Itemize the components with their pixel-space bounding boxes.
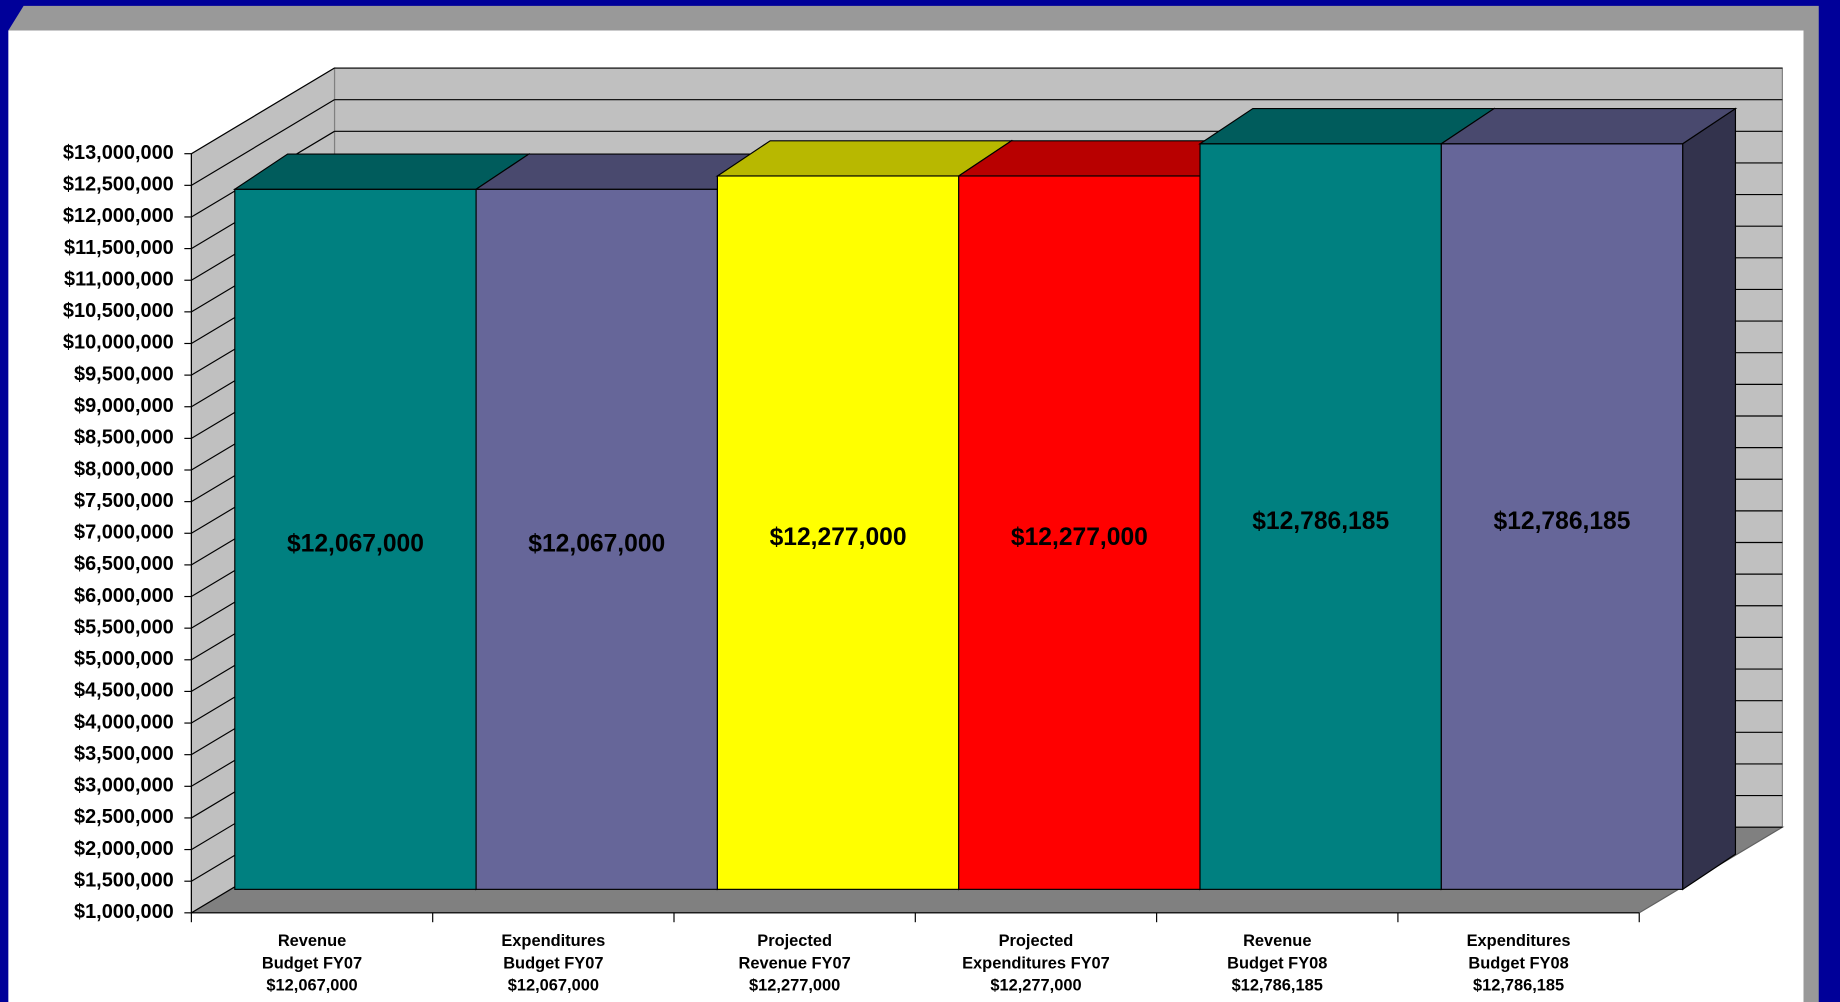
data-label: $12,067,000 [287, 531, 424, 558]
y-tick-label: $8,000,000 [74, 458, 174, 480]
y-tick-label: $13,000,000 [63, 142, 174, 164]
y-tick-label: $2,500,000 [74, 806, 174, 828]
y-tick-label: $4,500,000 [74, 680, 174, 702]
y-tick-label: $12,000,000 [63, 205, 174, 227]
x-tick-label-line: Revenue [1243, 933, 1311, 951]
x-tick-label-line: $12,277,000 [749, 977, 840, 995]
y-tick-label: $1,000,000 [74, 901, 174, 923]
x-tick-label-line: $12,067,000 [266, 977, 357, 995]
bar-side [1682, 107, 1737, 891]
grid-line [191, 67, 335, 155]
data-label: $12,067,000 [528, 531, 665, 558]
y-tick-label: $7,500,000 [74, 490, 174, 512]
x-tick-label: Expenditures Budget FY08 $12,786,185 [1467, 933, 1571, 996]
y-tick-label: $3,500,000 [74, 743, 174, 765]
x-tick-label: Projected Expenditures FY07 $12,277,000 [962, 933, 1110, 996]
y-tick-label: $4,000,000 [74, 711, 174, 733]
x-tick-label-line: Budget FY07 [503, 955, 603, 973]
bar [716, 175, 960, 890]
y-tick-label: $5,500,000 [74, 616, 174, 638]
y-tick-label: $9,500,000 [74, 363, 174, 385]
y-tick-label: $11,000,000 [64, 268, 174, 290]
x-tick-label-line: Projected [999, 933, 1074, 951]
x-tick-label-line: Budget FY08 [1468, 955, 1568, 973]
bar [1440, 143, 1684, 890]
y-tick-label: $6,500,000 [74, 553, 174, 575]
data-label: $12,786,185 [1494, 508, 1631, 535]
x-tick-label-line: $12,067,000 [508, 977, 599, 995]
grid-line [191, 99, 335, 186]
x-tick-label-line: Revenue [278, 933, 346, 951]
x-tick-label: Projected Revenue FY07 $12,277,000 [739, 933, 851, 996]
y-tick-label: $1,500,000 [74, 869, 174, 891]
y-tick-label: $11,500,000 [64, 237, 174, 259]
data-label: $12,786,185 [1252, 508, 1389, 535]
data-label: $12,277,000 [1011, 524, 1148, 551]
x-tick-label: Revenue Budget FY08 $12,786,185 [1227, 933, 1327, 996]
y-tick-label: $12,500,000 [63, 174, 174, 196]
x-tick-label-line: Projected [757, 933, 832, 951]
y-tick-label: $10,000,000 [63, 332, 174, 354]
x-tick-label: Expenditures Budget FY07 $12,067,000 [501, 933, 605, 996]
x-tick-label-line: Expenditures FY07 [962, 955, 1110, 973]
x-tick-label-line: $12,786,185 [1473, 977, 1564, 995]
x-tick-label-line: Expenditures [1467, 933, 1571, 951]
x-tick-label-line: Revenue FY07 [739, 955, 851, 973]
x-tick-label: Revenue Budget FY07 $12,067,000 [262, 933, 362, 996]
y-tick-label: $8,500,000 [74, 427, 174, 449]
y-tick-label: $9,000,000 [74, 395, 174, 417]
y-tick-label: $10,500,000 [63, 300, 174, 322]
bar [1199, 143, 1442, 890]
y-tick-label: $5,000,000 [74, 648, 174, 670]
y-tick-label: $2,000,000 [74, 838, 174, 860]
y-tick-label: $6,000,000 [74, 585, 174, 607]
x-tick-label-line: Budget FY07 [262, 955, 362, 973]
x-tick-label-line: Expenditures [501, 933, 605, 951]
data-label: $12,277,000 [770, 524, 907, 551]
bar [958, 175, 1201, 890]
y-tick-label: $7,000,000 [74, 522, 174, 544]
y-tick-label: $3,000,000 [74, 775, 174, 797]
bar [234, 188, 477, 890]
x-tick-label-line: $12,277,000 [990, 977, 1081, 995]
x-tick-label-line: $12,786,185 [1232, 977, 1323, 995]
bar [475, 188, 718, 890]
x-tick-label-line: Budget FY08 [1227, 955, 1327, 973]
bar-top [1439, 107, 1738, 145]
